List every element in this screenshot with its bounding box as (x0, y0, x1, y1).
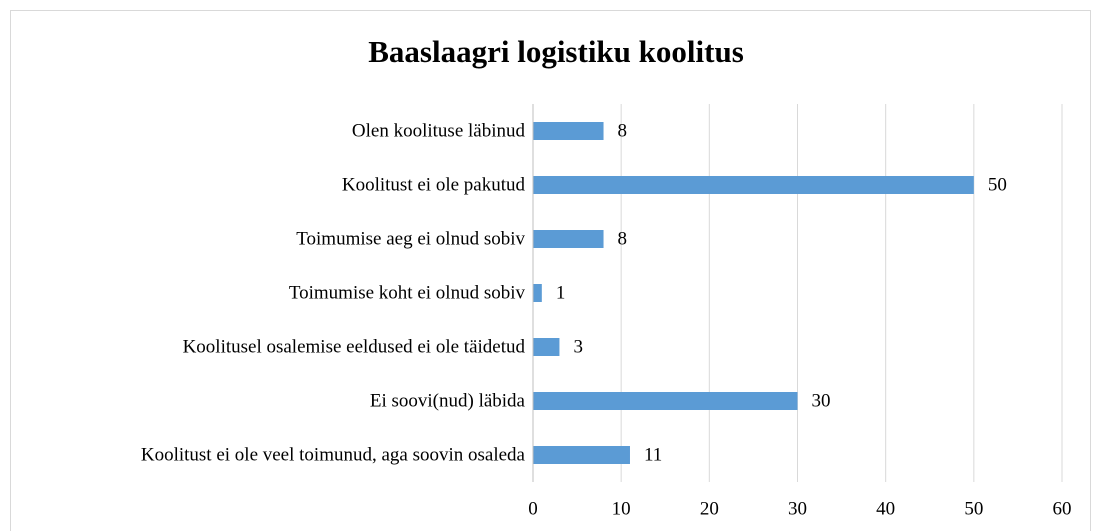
x-tick-label: 60 (1053, 498, 1072, 519)
x-tick-label: 30 (788, 498, 807, 519)
bar (533, 338, 560, 356)
x-tick-label: 0 (528, 498, 538, 519)
data-label: 1 (556, 282, 566, 303)
bar (533, 230, 604, 248)
y-tick-label: Ei soovi(nud) läbida (370, 390, 526, 411)
data-label: 8 (618, 228, 628, 249)
bar (533, 176, 974, 194)
x-tick-label: 10 (612, 498, 631, 519)
chart-title: Baaslaagri logistiku koolitus (368, 34, 744, 69)
x-tick-label: 50 (964, 498, 983, 519)
bar (533, 446, 630, 464)
x-tick-label: 20 (700, 498, 719, 519)
chart-frame (10, 10, 1091, 531)
y-tick-label: Koolitusel osalemise eeldused ei ole täi… (183, 336, 526, 357)
x-tick-label: 40 (876, 498, 895, 519)
data-label: 11 (644, 444, 662, 465)
bar (533, 284, 542, 302)
y-tick-label: Olen koolituse läbinud (352, 120, 526, 141)
y-tick-label: Toimumise aeg ei olnud sobiv (296, 228, 525, 249)
data-label: 30 (812, 390, 831, 411)
bar (533, 122, 604, 140)
data-label: 8 (618, 120, 628, 141)
y-tick-label: Koolitust ei ole veel toimunud, aga soov… (141, 444, 526, 465)
bar (533, 392, 798, 410)
data-label: 50 (988, 174, 1007, 195)
y-tick-label: Toimumise koht ei olnud sobiv (289, 282, 526, 303)
data-label: 3 (573, 336, 583, 357)
y-tick-label: Koolitust ei ole pakutud (342, 174, 526, 195)
